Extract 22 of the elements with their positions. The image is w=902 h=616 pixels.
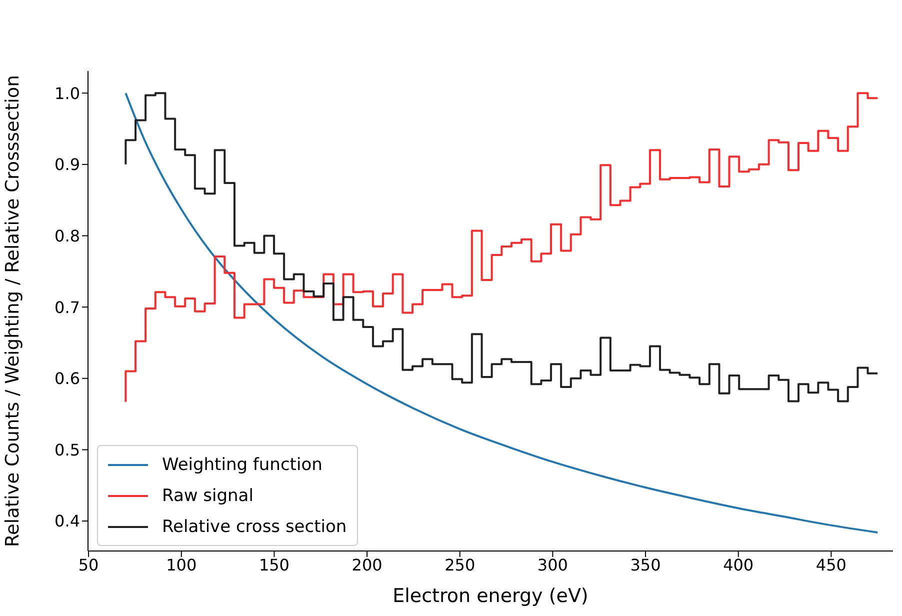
y-tick-label: 0.7 bbox=[54, 298, 80, 317]
x-tick-label: 200 bbox=[352, 555, 382, 574]
y-tick-label: 0.6 bbox=[54, 369, 80, 388]
x-axis-title: Electron energy (eV) bbox=[392, 585, 588, 607]
x-tick-label: 300 bbox=[537, 555, 568, 574]
x-tick-label: 250 bbox=[444, 555, 476, 574]
x-tick-label: 100 bbox=[166, 555, 197, 574]
x-tick-label: 50 bbox=[78, 555, 99, 574]
x-tick-label: 400 bbox=[723, 555, 754, 574]
x-tick-label: 350 bbox=[630, 555, 661, 574]
y-tick-label: 1.0 bbox=[54, 84, 80, 103]
legend-label: Relative cross section bbox=[162, 516, 347, 536]
y-tick-label: 0.9 bbox=[54, 155, 80, 174]
line-series bbox=[124, 92, 879, 534]
y-tick-label: 0.4 bbox=[54, 512, 80, 531]
legend-label: Raw signal bbox=[162, 486, 254, 506]
legend-label: Weighting function bbox=[162, 454, 322, 474]
y-tick-label: 0.5 bbox=[54, 440, 80, 460]
x-tick-label: 150 bbox=[258, 555, 290, 574]
y-axis-title: Relative Counts / Weighting / Relative Crosssection bbox=[2, 75, 24, 547]
y-tick-label: 0.8 bbox=[54, 226, 80, 246]
x-tick-label: 450 bbox=[816, 555, 846, 574]
